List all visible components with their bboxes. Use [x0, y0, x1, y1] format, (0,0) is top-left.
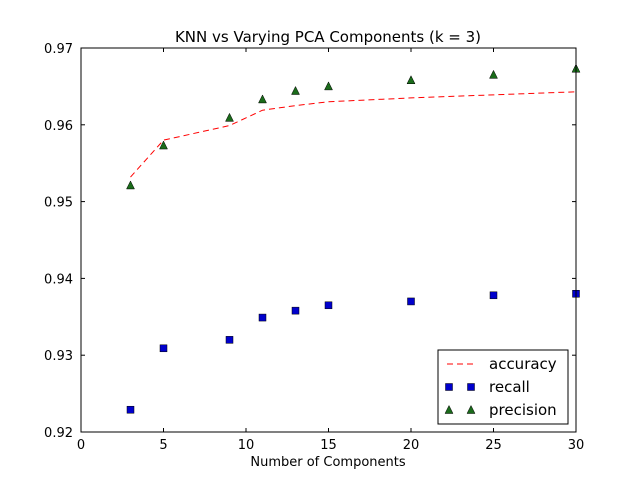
- y-tick-label: 0.92: [44, 426, 73, 441]
- x-axis-label: Number of Components: [250, 455, 405, 470]
- recall-point: [324, 301, 333, 310]
- y-tick-label: 0.97: [44, 42, 73, 57]
- chart-title: KNN vs Varying PCA Components (k = 3): [175, 28, 481, 46]
- recall-point: [225, 336, 234, 344]
- axis-ticks: 0 5 10 15 20 25 30 0.92 0.93 0.94 0.95 0.96 0.97: [44, 42, 584, 453]
- recall-point: [291, 306, 300, 315]
- precision-point: [225, 112, 234, 122]
- precision-point: [406, 75, 416, 85]
- legend-recall-swatch: [445, 383, 453, 391]
- recall-point: [489, 291, 498, 300]
- precision-point: [126, 180, 135, 190]
- x-tick-label: 20: [403, 438, 420, 453]
- x-tick-label: 10: [238, 438, 255, 453]
- x-tick-label: 5: [159, 438, 167, 453]
- recall-point: [126, 405, 135, 414]
- x-tick-label: 0: [77, 438, 85, 453]
- legend-precision-swatch: [444, 404, 454, 414]
- legend-recall-swatch: [467, 383, 475, 391]
- recall-point: [159, 344, 168, 353]
- x-tick-label: 15: [320, 438, 337, 453]
- legend-recall-label: recall: [489, 378, 530, 396]
- precision-point: [159, 140, 168, 150]
- y-tick-label: 0.96: [44, 119, 73, 134]
- plot-frame: [80, 47, 577, 433]
- legend-precision-label: precision: [489, 401, 557, 419]
- legend: accuracy recall precision: [437, 349, 569, 425]
- x-tick-label: 30: [568, 438, 585, 453]
- recall-point: [407, 297, 415, 306]
- precision-point: [324, 81, 333, 91]
- precision-point: [258, 94, 267, 104]
- recall-point: [258, 313, 267, 322]
- y-tick-label: 0.94: [44, 272, 73, 287]
- y-tick-label: 0.95: [44, 196, 73, 211]
- accuracy-line: [130, 91, 577, 178]
- precision-point: [291, 85, 300, 95]
- x-tick-label: 25: [485, 438, 502, 453]
- legend-precision-swatch: [466, 404, 476, 414]
- legend-box: [437, 349, 569, 425]
- y-tick-label: 0.93: [44, 349, 73, 364]
- legend-accuracy-label: accuracy: [489, 355, 557, 373]
- precision-point: [489, 69, 498, 79]
